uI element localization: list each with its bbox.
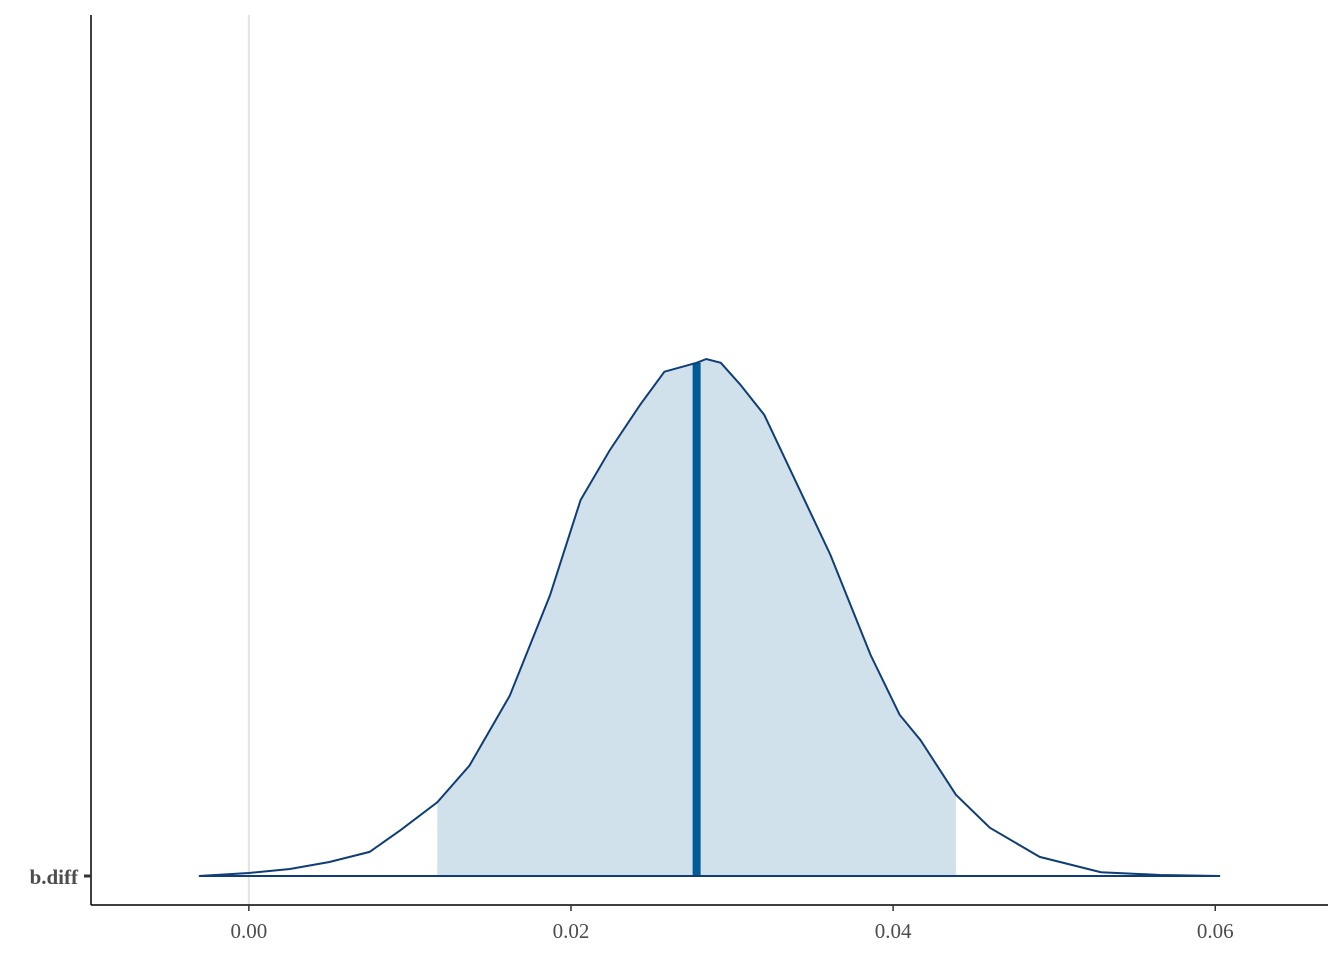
x-tick-label: 0.02 [553,919,590,943]
plot-area [198,15,1221,905]
interval-area [437,359,956,876]
y-tick-label: b.diff [30,865,79,889]
density-line [198,357,1221,877]
x-tick-label: 0.04 [875,919,912,943]
x-tick-label: 0.00 [230,919,267,943]
x-tick-label: 0.06 [1197,919,1234,943]
